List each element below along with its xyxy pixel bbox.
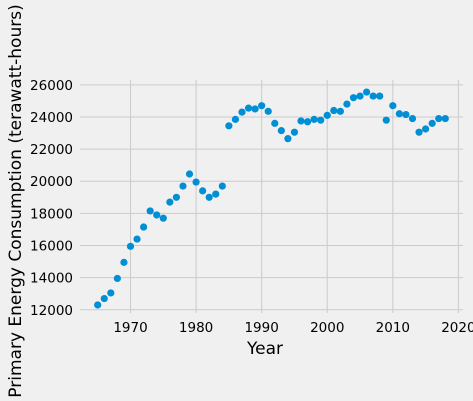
- data-point: [422, 125, 430, 133]
- y-axis-label: Primary Energy Consumption (terawatt-hou…: [6, 4, 26, 397]
- data-point: [376, 92, 384, 100]
- y-tick-label: 14000: [30, 271, 73, 287]
- x-axis-ticks: 1970 1980 1990 2000 2010 2020: [113, 320, 473, 336]
- data-point: [428, 119, 436, 127]
- data-point: [113, 274, 121, 283]
- data-point: [264, 107, 272, 115]
- data-point: [179, 182, 187, 190]
- data-point: [389, 102, 397, 110]
- data-point: [140, 223, 148, 231]
- data-point: [258, 102, 266, 110]
- y-tick-label: 12000: [30, 303, 73, 319]
- data-point: [402, 110, 410, 119]
- data-point: [153, 211, 161, 219]
- data-point: [356, 92, 364, 100]
- data-point: [369, 92, 377, 100]
- data-point: [435, 114, 443, 123]
- data-point: [343, 100, 351, 108]
- data-point: [107, 289, 115, 297]
- x-tick-label: 1970: [113, 320, 147, 336]
- data-point: [146, 207, 154, 215]
- data-point: [120, 258, 128, 266]
- data-point: [166, 198, 174, 206]
- data-point: [441, 114, 449, 123]
- data-point: [172, 193, 181, 201]
- x-tick-label: 1990: [244, 320, 278, 336]
- x-tick-label: 2000: [310, 320, 344, 336]
- y-tick-label: 26000: [30, 78, 73, 94]
- y-tick-label: 22000: [30, 142, 73, 158]
- data-point: [212, 190, 220, 198]
- data-point: [205, 193, 213, 201]
- data-point: [297, 117, 305, 125]
- data-point: [317, 116, 325, 124]
- y-tick-label: 24000: [30, 110, 73, 126]
- data-point: [251, 105, 259, 113]
- data-point: [362, 88, 371, 96]
- data-point: [199, 187, 207, 195]
- x-axis-label: Year: [246, 339, 283, 359]
- y-tick-label: 18000: [30, 206, 73, 222]
- data-point: [415, 128, 423, 136]
- data-point: [94, 301, 102, 309]
- data-point: [271, 119, 279, 127]
- data-point: [336, 107, 344, 115]
- data-point: [159, 214, 167, 222]
- data-point: [284, 135, 292, 143]
- data-point: [382, 116, 390, 124]
- y-tick-label: 20000: [30, 174, 73, 190]
- data-points: [94, 88, 449, 309]
- data-point: [290, 128, 299, 136]
- data-point: [244, 104, 253, 112]
- y-tick-label: 16000: [30, 239, 73, 255]
- data-point: [225, 122, 233, 130]
- data-point: [192, 178, 200, 186]
- x-tick-label: 2010: [376, 320, 410, 336]
- data-point: [349, 94, 358, 102]
- data-point: [238, 108, 246, 116]
- data-point: [303, 118, 312, 126]
- data-point: [395, 110, 403, 118]
- data-point: [100, 294, 108, 303]
- y-axis-ticks: 12000 14000 16000 18000 20000 22000 24000 26000: [30, 78, 73, 319]
- data-point: [133, 235, 141, 243]
- x-tick-label: 1980: [179, 320, 213, 336]
- data-point: [277, 127, 285, 135]
- data-point: [218, 182, 226, 190]
- data-point: [231, 115, 240, 123]
- data-point: [126, 242, 135, 250]
- data-point: [185, 170, 194, 178]
- data-point: [323, 111, 331, 119]
- data-point: [330, 106, 338, 115]
- data-point: [310, 115, 318, 123]
- x-tick-label: 2020: [441, 320, 473, 336]
- data-point: [408, 114, 417, 123]
